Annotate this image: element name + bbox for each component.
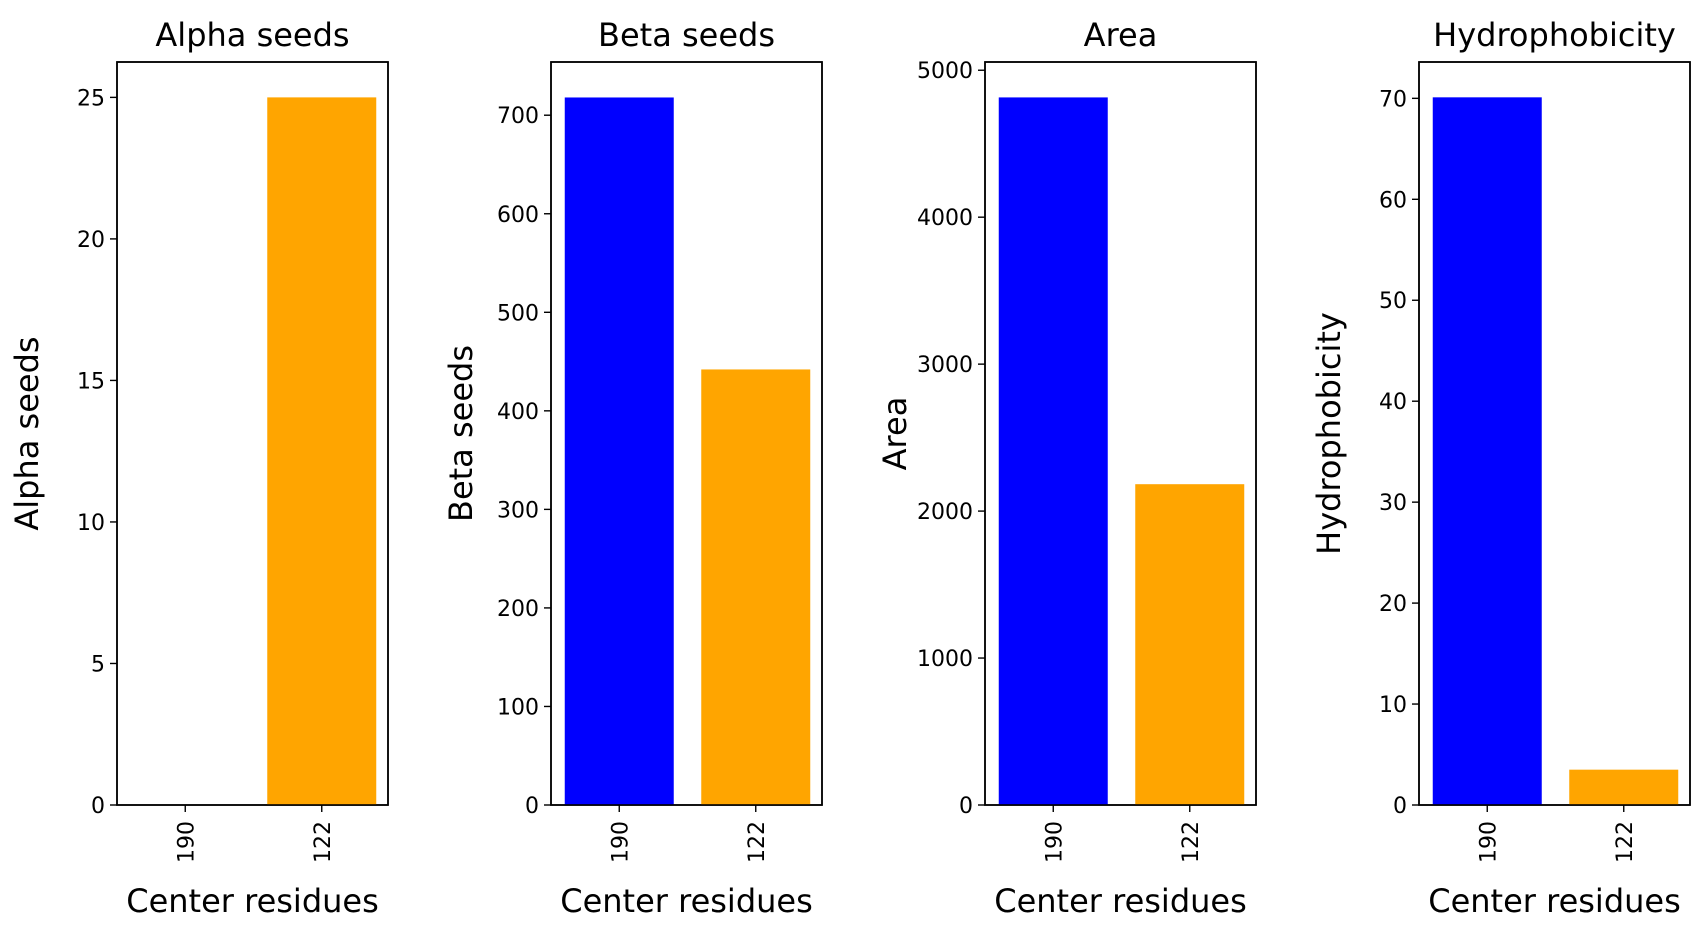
y-tick-label: 3000 <box>917 353 973 378</box>
y-tick-label: 5000 <box>917 59 973 84</box>
y-tick-label: 0 <box>1393 794 1407 819</box>
x-tick-label: 122 <box>745 821 770 863</box>
y-tick-label: 4000 <box>917 206 973 231</box>
y-tick-label: 70 <box>1379 87 1407 112</box>
bar-122 <box>1135 484 1245 805</box>
panel-title: Hydrophobicity <box>1433 16 1676 54</box>
y-tick-label: 10 <box>1379 693 1407 718</box>
x-tick-label: 190 <box>1042 821 1067 863</box>
x-axis-label: Center residues <box>560 882 813 920</box>
bar-190 <box>1432 97 1542 805</box>
y-tick-label: 5 <box>91 652 105 677</box>
axes-spines <box>550 61 823 806</box>
y-tick-label: 2000 <box>917 500 973 525</box>
x-axis-label: Center residues <box>1428 882 1681 920</box>
y-axis-label: Alpha seeds <box>8 336 46 530</box>
axes-spines <box>984 61 1257 806</box>
y-tick-label: 100 <box>497 695 539 720</box>
bar-190 <box>998 97 1108 805</box>
bar-122 <box>1569 769 1679 805</box>
y-tick-label: 25 <box>77 86 105 111</box>
y-axis-label: Hydrophobicity <box>1310 312 1348 555</box>
y-tick-label: 60 <box>1379 188 1407 213</box>
y-tick-label: 20 <box>77 228 105 253</box>
y-tick-label: 500 <box>497 301 539 326</box>
x-tick-label: 190 <box>174 821 199 863</box>
y-tick-label: 40 <box>1379 390 1407 415</box>
x-axis-label: Center residues <box>994 882 1247 920</box>
panel-title: Beta seeds <box>598 16 775 54</box>
y-tick-label: 1000 <box>917 647 973 672</box>
y-tick-label: 30 <box>1379 491 1407 516</box>
axes-spines <box>1418 61 1691 806</box>
y-tick-label: 50 <box>1379 289 1407 314</box>
y-axis-label: Beta seeds <box>442 345 480 522</box>
y-tick-label: 400 <box>497 400 539 425</box>
y-tick-label: 10 <box>77 511 105 536</box>
y-tick-label: 300 <box>497 498 539 523</box>
bar-122 <box>701 369 811 805</box>
x-tick-label: 122 <box>1613 821 1638 863</box>
y-tick-label: 0 <box>959 794 973 819</box>
y-tick-label: 700 <box>497 104 539 129</box>
bar-122 <box>267 97 377 805</box>
bar-190 <box>564 97 674 806</box>
y-tick-label: 0 <box>91 794 105 819</box>
panel-title: Alpha seeds <box>155 16 349 54</box>
x-axis-label: Center residues <box>126 882 379 920</box>
y-axis-label: Area <box>876 397 914 471</box>
y-tick-label: 0 <box>525 794 539 819</box>
panel-title: Area <box>1084 16 1158 54</box>
y-tick-label: 15 <box>77 369 105 394</box>
x-tick-label: 122 <box>1179 821 1204 863</box>
x-tick-label: 190 <box>1476 821 1501 863</box>
axes-spines <box>116 61 389 806</box>
y-tick-label: 600 <box>497 203 539 228</box>
x-tick-label: 190 <box>608 821 633 863</box>
y-tick-label: 200 <box>497 597 539 622</box>
x-tick-label: 122 <box>311 821 336 863</box>
y-tick-label: 20 <box>1379 592 1407 617</box>
